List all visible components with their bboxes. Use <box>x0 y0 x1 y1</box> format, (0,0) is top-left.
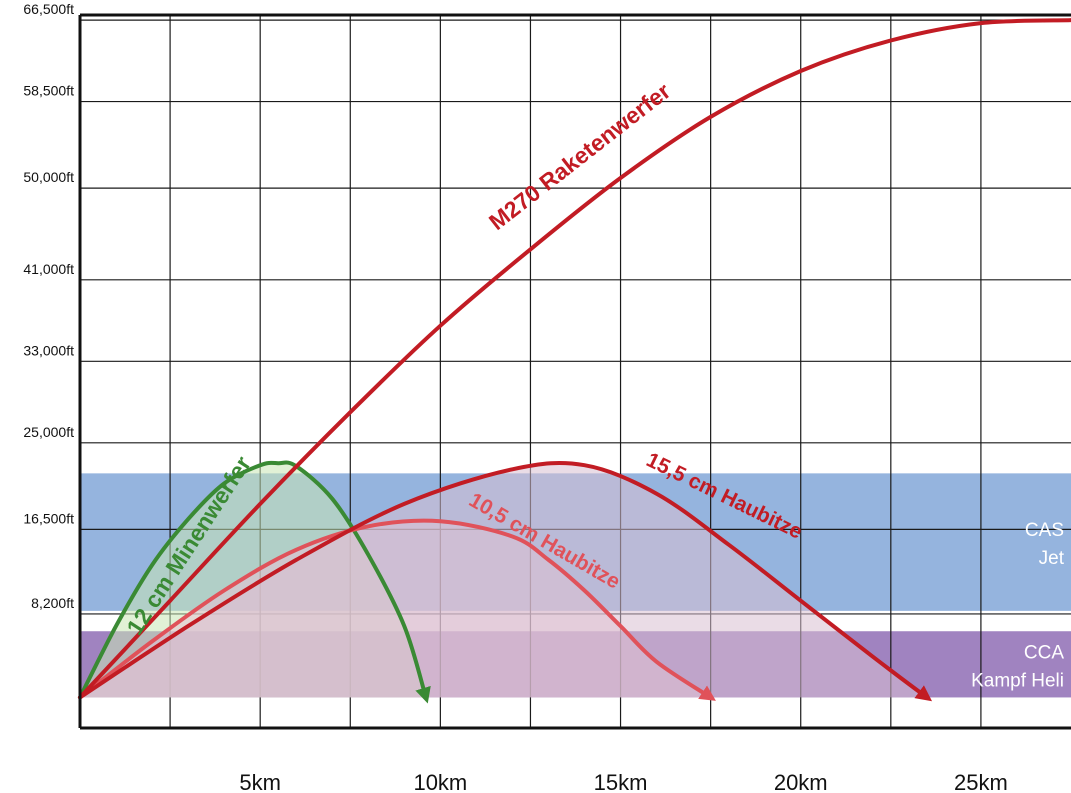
x-tick-label: 25km <box>954 770 1008 793</box>
series-fill-2 <box>80 462 927 698</box>
y-tick-label: 58,500ft <box>23 83 74 99</box>
band-sublabel-cca: Kampf Heli <box>971 670 1064 691</box>
y-tick-label: 66,500ft <box>23 1 74 17</box>
series-line-3 <box>78 18 1071 700</box>
y-tick-label: 16,500ft <box>23 510 74 526</box>
band-label-cas: CAS <box>1025 520 1064 541</box>
series-layer <box>78 18 1071 704</box>
x-tick-label: 20km <box>774 770 828 793</box>
band-sublabel-cas: Jet <box>1039 548 1065 569</box>
series-line-2 <box>78 460 933 702</box>
x-tick-label: 5km <box>239 770 281 793</box>
y-tick-label: 33,000ft <box>23 342 74 358</box>
band-label-cca: CCA <box>1024 642 1064 663</box>
x-tick-label: 15km <box>594 770 648 793</box>
y-tick-label: 41,000ft <box>23 261 74 277</box>
y-tick-label: 50,000ft <box>23 169 74 185</box>
series-line-1 <box>78 518 716 701</box>
x-tick-label: 10km <box>413 770 467 793</box>
y-tick-label: 8,200ft <box>31 595 74 611</box>
axis-layer <box>78 13 1071 730</box>
y-tick-label: 25,000ft <box>23 424 74 440</box>
series-line-0 <box>78 460 431 704</box>
